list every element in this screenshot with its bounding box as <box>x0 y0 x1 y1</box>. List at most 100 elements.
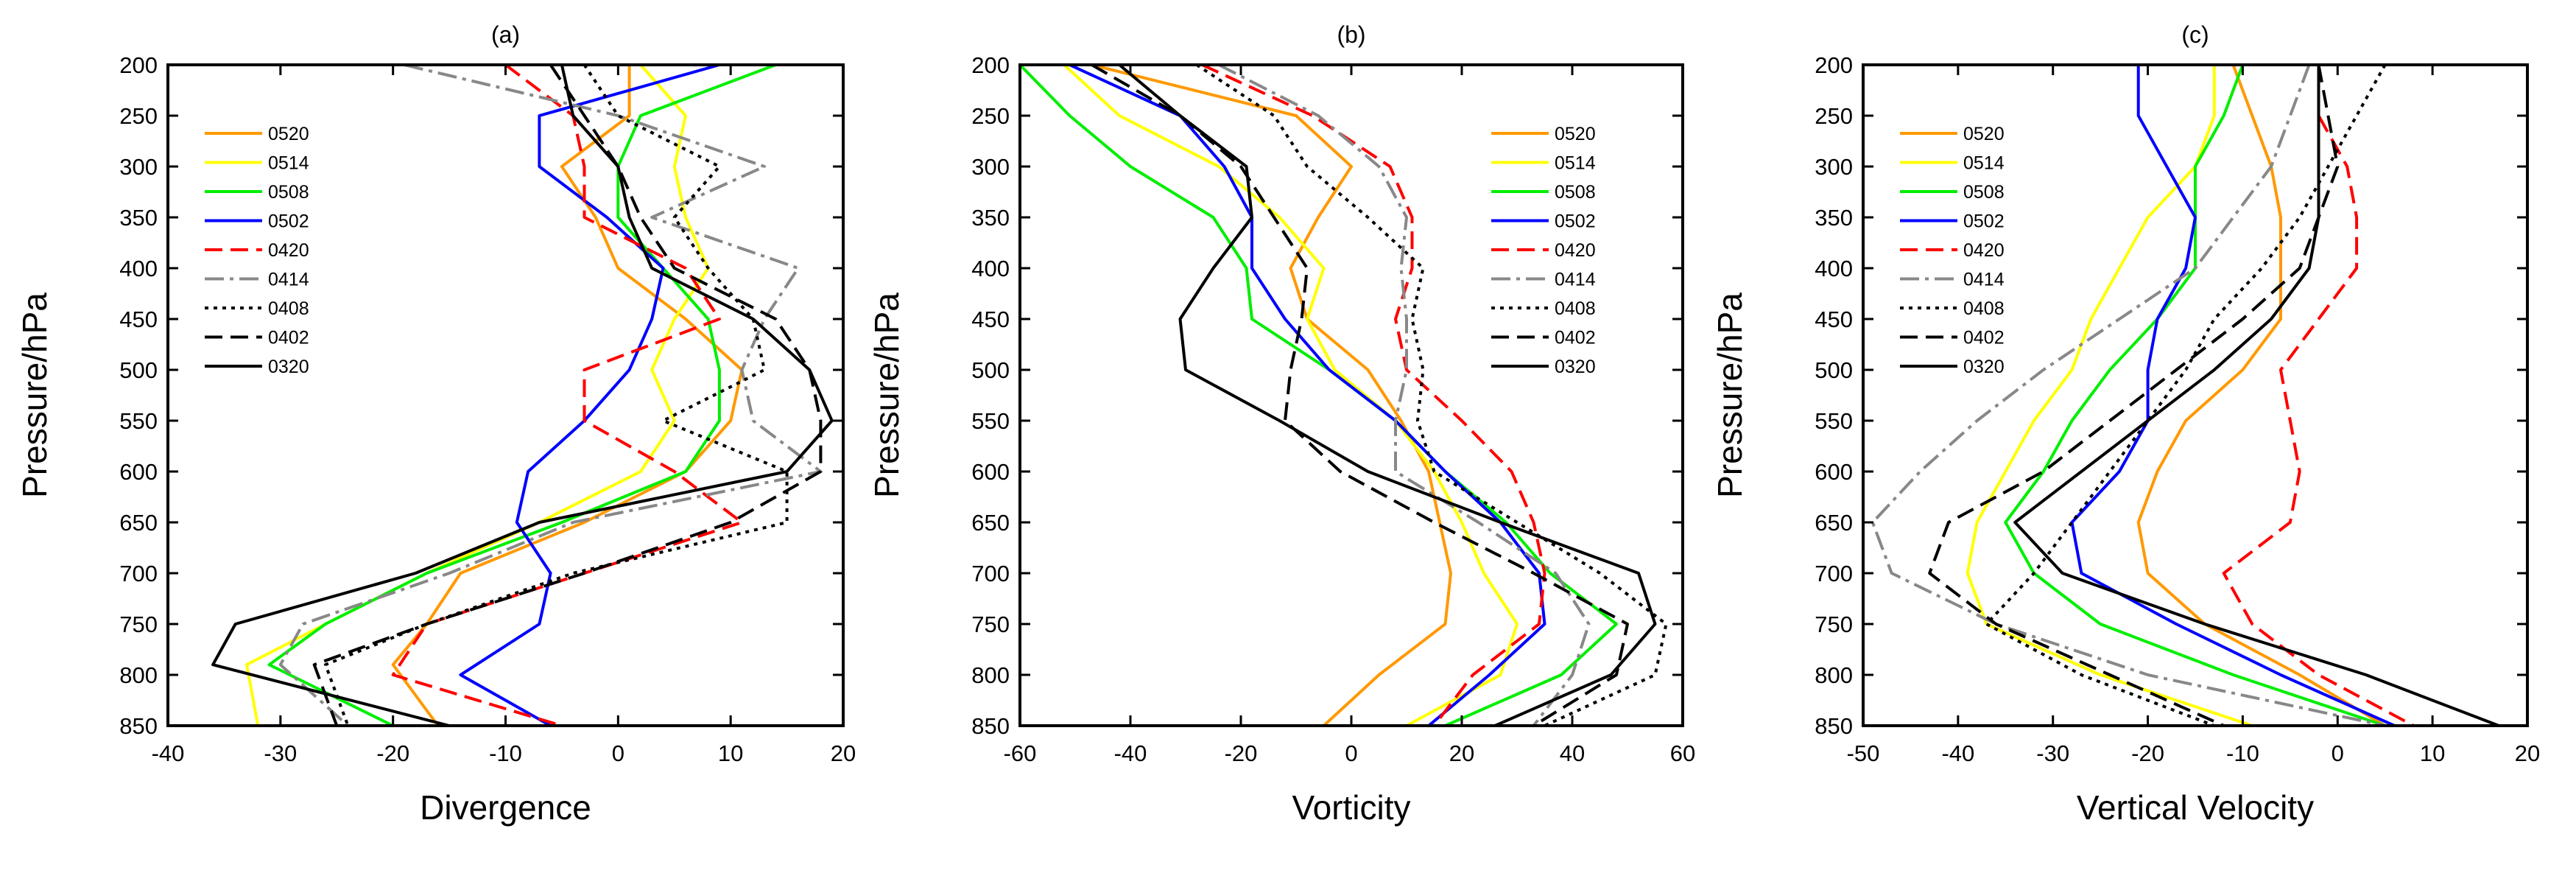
y-tick-label: 400 <box>119 256 158 281</box>
y-tick-label: 200 <box>119 52 158 78</box>
y-tick-label: 600 <box>971 459 1010 485</box>
y-tick-label: 200 <box>1815 52 1853 78</box>
series-line-0420 <box>2222 65 2415 726</box>
x-tick-label: 20 <box>831 740 856 766</box>
y-tick-label: 300 <box>119 154 158 180</box>
x-tick-label: -20 <box>376 740 409 766</box>
x-tick-label: -40 <box>1941 740 1974 766</box>
series-line-0520 <box>2136 65 2386 726</box>
series-line-0520 <box>1091 65 1452 726</box>
y-tick-label: 800 <box>971 662 1010 688</box>
y-tick-label: 300 <box>971 154 1010 180</box>
panel-title: (b) <box>1337 21 1365 48</box>
y-tick-label: 600 <box>1815 459 1853 485</box>
x-tick-label: 20 <box>1449 740 1474 766</box>
y-tick-label: 350 <box>119 205 158 231</box>
series-line-0508 <box>267 65 777 726</box>
series-line-0414 <box>1871 65 2386 726</box>
x-axis-label: Divergence <box>420 788 591 827</box>
series-line-0414 <box>1218 65 1591 726</box>
y-tick-label: 500 <box>1815 357 1853 383</box>
y-tick-label: 400 <box>1815 256 1853 281</box>
legend-label-0402: 0402 <box>1963 328 2005 348</box>
y-tick-label: 700 <box>119 561 158 586</box>
y-axis-label: Pressure/hPa <box>1711 292 1749 498</box>
x-tick-label: 10 <box>718 740 743 766</box>
legend-label-0520: 0520 <box>1555 124 1596 144</box>
x-tick-label: 20 <box>2515 740 2540 766</box>
x-tick-label: -10 <box>2226 740 2259 766</box>
legend-label-0408: 0408 <box>268 298 309 319</box>
legend-label-0320: 0320 <box>1963 357 2005 377</box>
legend-label-0320: 0320 <box>268 357 309 377</box>
legend-label-0502: 0502 <box>268 211 309 232</box>
panel-title: (a) <box>491 21 520 48</box>
series-line-0420 <box>1201 65 1546 726</box>
x-tick-label: -30 <box>264 740 297 766</box>
y-tick-label: 650 <box>971 510 1010 536</box>
legend-label-0420: 0420 <box>1963 240 2005 261</box>
x-tick-label: -10 <box>489 740 522 766</box>
y-tick-label: 750 <box>971 612 1010 637</box>
y-tick-label: 350 <box>971 205 1010 231</box>
series-line-0520 <box>391 65 744 726</box>
x-tick-label: 10 <box>2420 740 2445 766</box>
series-line-0508 <box>2004 65 2386 726</box>
legend-label-0502: 0502 <box>1555 211 1596 232</box>
y-tick-label: 450 <box>119 306 158 332</box>
x-axis-label: Vorticity <box>1292 788 1410 827</box>
legend-label-0514: 0514 <box>1555 153 1596 174</box>
y-tick-label: 550 <box>1815 408 1853 434</box>
y-tick-label: 750 <box>1815 612 1853 637</box>
legend-label-0520: 0520 <box>1963 124 2005 144</box>
legend-label-0402: 0402 <box>268 328 309 348</box>
x-tick-label: -20 <box>1225 740 1258 766</box>
series-line-0514 <box>245 65 710 726</box>
y-tick-label: 850 <box>119 713 158 739</box>
y-tick-label: 250 <box>1815 103 1853 129</box>
y-tick-label: 850 <box>971 713 1010 739</box>
series-line-0320 <box>1118 65 1657 726</box>
series-line-0502 <box>2070 65 2396 726</box>
y-tick-label: 450 <box>1815 306 1853 332</box>
series-group <box>1871 65 2500 726</box>
y-tick-label: 250 <box>971 103 1010 129</box>
panel-3: (c) -50 -40 -30 -20 -10 0 10 20 200 250 300 350 400 45… <box>1711 21 2540 827</box>
y-tick-label: 700 <box>971 561 1010 586</box>
series-line-0402 <box>1928 65 2340 726</box>
legend-label-0508: 0508 <box>1963 182 2005 203</box>
series-line-0408 <box>1195 65 1668 726</box>
y-tick-label: 600 <box>119 459 158 485</box>
x-tick-label: 40 <box>1560 740 1585 766</box>
legend-label-0414: 0414 <box>1963 270 2005 290</box>
series-group <box>211 65 834 726</box>
y-tick-label: 500 <box>971 357 1010 383</box>
y-tick-label: 850 <box>1815 713 1853 739</box>
x-tick-label: -30 <box>2036 740 2069 766</box>
x-axis-label: Vertical Velocity <box>2077 788 2314 827</box>
legend-label-0514: 0514 <box>1963 153 2005 174</box>
legend-label-0408: 0408 <box>1963 298 2005 319</box>
legend: 0520 0514 0508 0502 0420 0414 0408 0402 0320 <box>1491 124 1596 377</box>
series-line-0402 <box>312 65 823 726</box>
y-tick-label: 550 <box>119 408 158 434</box>
y-tick-label: 450 <box>971 306 1010 332</box>
y-tick-label: 800 <box>1815 662 1853 688</box>
y-tick-label: 550 <box>971 408 1010 434</box>
panel-1: (a) -40 -30 -20 -10 0 10 20 200 250 300 350 400 450 50… <box>15 21 856 827</box>
legend-label-0508: 0508 <box>1555 182 1596 203</box>
x-tick-label: -40 <box>152 740 185 766</box>
y-tick-label: 800 <box>119 662 158 688</box>
legend-label-0420: 0420 <box>268 240 309 261</box>
x-tick-label: -50 <box>1847 740 1880 766</box>
x-tick-label: 0 <box>612 740 624 766</box>
legend-label-0402: 0402 <box>1555 328 1596 348</box>
series-line-0514 <box>1966 65 2253 726</box>
legend-label-0414: 0414 <box>268 270 309 290</box>
x-tick-label: 0 <box>2332 740 2344 766</box>
series-line-0408 <box>1985 65 2387 726</box>
legend: 0520 0514 0508 0502 0420 0414 0408 0402 0320 <box>1900 124 2005 377</box>
series-line-0508 <box>1020 65 1618 726</box>
legend: 0520 0514 0508 0502 0420 0414 0408 0402 0320 <box>205 124 309 377</box>
